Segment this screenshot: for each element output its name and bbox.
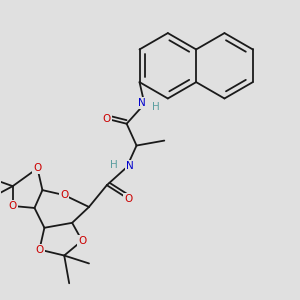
- Text: O: O: [35, 244, 44, 255]
- Text: O: O: [78, 236, 86, 246]
- Text: O: O: [124, 194, 133, 204]
- Text: O: O: [60, 190, 68, 200]
- Text: N: N: [138, 98, 146, 108]
- Text: H: H: [110, 160, 118, 170]
- Text: O: O: [103, 114, 111, 124]
- Text: N: N: [126, 161, 134, 171]
- Text: O: O: [9, 201, 17, 211]
- Text: O: O: [33, 163, 42, 173]
- Text: H: H: [152, 102, 160, 112]
